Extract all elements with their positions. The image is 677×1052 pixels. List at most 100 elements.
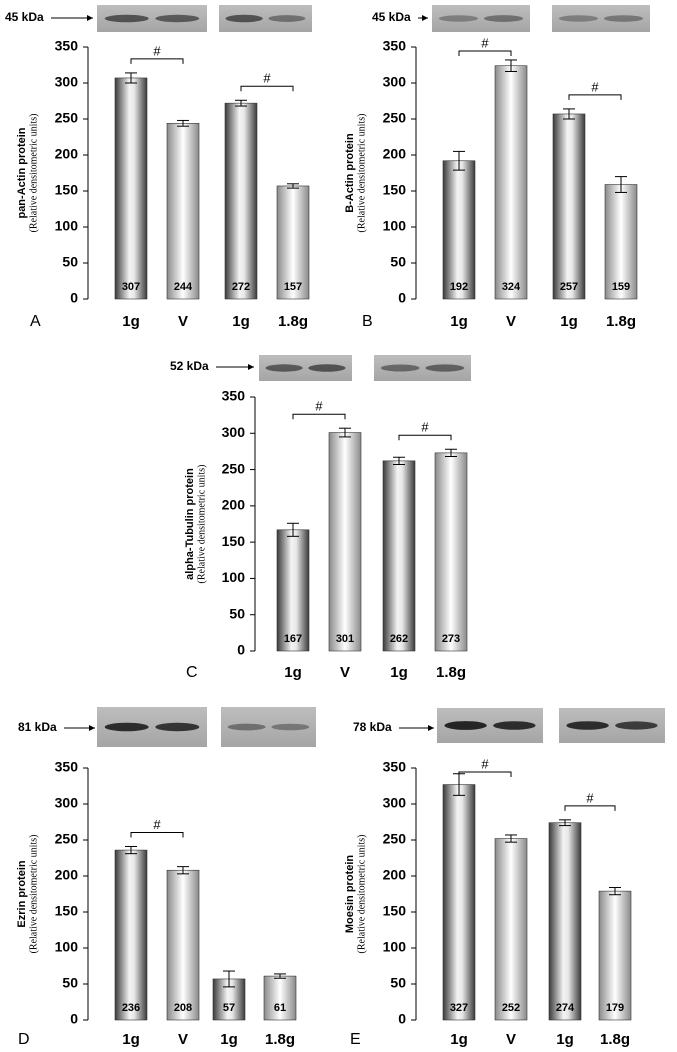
y-tick-label: 150 xyxy=(222,533,246,549)
panel: 52 kDa 0 50 100 150 200 250 300 350 alpha-Tubulin… xyxy=(170,355,471,681)
x-tick-label: 1.8g xyxy=(606,313,636,330)
bar xyxy=(224,102,258,300)
blot-band xyxy=(444,721,487,730)
y-tick-label: 300 xyxy=(55,74,79,90)
value-label: 273 xyxy=(442,633,460,645)
y-axis-label: Ezrin protein xyxy=(16,860,28,928)
bracket xyxy=(564,805,616,811)
blot-band xyxy=(104,722,149,732)
bar xyxy=(434,452,468,652)
x-tick-label: 1g xyxy=(390,664,408,681)
blot-band xyxy=(104,14,149,23)
bar xyxy=(114,849,148,1021)
panel: 81 kDa 0 50 100 150 200 250 300 350 Ezrin protein… xyxy=(16,707,316,1048)
bracket xyxy=(130,58,184,64)
error-bar xyxy=(235,99,247,107)
bracket xyxy=(130,831,184,838)
blot-band xyxy=(425,364,465,372)
x-tick-label: V xyxy=(506,1031,516,1048)
y-tick-label: 100 xyxy=(55,939,79,955)
blot-band xyxy=(268,15,306,22)
value-label: 244 xyxy=(174,281,193,293)
y-tick-label: 0 xyxy=(398,290,406,306)
x-tick-label: 1g xyxy=(560,313,578,330)
y-tick-label: 350 xyxy=(222,388,246,404)
bar xyxy=(552,113,586,300)
y-tick-label: 200 xyxy=(383,867,407,883)
blot-band xyxy=(308,364,346,372)
y-tick-label: 300 xyxy=(383,795,407,811)
x-tick-label: 1.8g xyxy=(265,1031,295,1048)
error-bar xyxy=(287,522,299,537)
value-label: 274 xyxy=(556,1002,575,1014)
blot-band xyxy=(380,364,420,372)
value-label: 208 xyxy=(174,1002,192,1014)
bar xyxy=(598,890,632,1021)
panel-letter: E xyxy=(350,1031,361,1048)
blot-band xyxy=(615,721,658,730)
x-tick-label: 1g xyxy=(450,313,468,330)
value-label: 167 xyxy=(284,633,302,645)
y-axis-label: pan-Actin protein xyxy=(16,127,28,218)
x-tick-label: 1g xyxy=(556,1031,574,1048)
bar xyxy=(328,432,362,652)
marker-label: 78 kDa xyxy=(353,720,392,734)
y-tick-label: 250 xyxy=(383,110,407,126)
y-tick-label: 0 xyxy=(237,642,245,658)
value-label: 159 xyxy=(612,281,630,293)
significance-mark: # xyxy=(315,399,323,414)
blot xyxy=(432,5,530,32)
value-label: 192 xyxy=(450,281,468,293)
x-tick-label: 1.8g xyxy=(436,664,466,681)
arrow-head xyxy=(428,725,434,731)
value-label: 262 xyxy=(390,633,408,645)
blot-band xyxy=(558,15,599,22)
y-tick-label: 100 xyxy=(222,569,246,585)
panel-letter: D xyxy=(18,1031,30,1048)
y-axis-label: Moesin protein xyxy=(344,855,356,934)
bar xyxy=(166,869,200,1021)
error-bar xyxy=(505,834,517,843)
y-tick-label: 250 xyxy=(55,110,79,126)
blot-band xyxy=(493,721,536,730)
blot-band xyxy=(155,14,200,23)
bracket xyxy=(398,434,452,441)
y-axis-sublabel: (Relative densitometric units) xyxy=(28,114,39,233)
arrow-head xyxy=(422,15,428,21)
y-tick-label: 50 xyxy=(390,254,406,270)
y-tick-label: 150 xyxy=(55,182,79,198)
y-axis-sublabel: (Relative densitometric units) xyxy=(356,835,367,954)
x-tick-label: 1g xyxy=(122,1031,140,1048)
value-label: 157 xyxy=(284,281,302,293)
arrow-head xyxy=(248,364,254,370)
significance-mark: # xyxy=(421,420,429,435)
y-tick-label: 0 xyxy=(70,290,78,306)
error-bar xyxy=(505,59,517,72)
x-tick-label: 1g xyxy=(284,664,302,681)
y-tick-label: 150 xyxy=(55,903,79,919)
y-tick-label: 150 xyxy=(383,903,407,919)
significance-mark: # xyxy=(586,790,594,805)
bar xyxy=(494,838,528,1021)
bar xyxy=(114,77,148,300)
value-label: 272 xyxy=(232,281,250,293)
x-tick-label: 1g xyxy=(220,1031,238,1048)
marker-label: 52 kDa xyxy=(170,359,209,373)
error-bar xyxy=(274,973,286,979)
bar xyxy=(442,784,476,1021)
bar xyxy=(442,160,476,300)
x-tick-label: V xyxy=(506,313,516,330)
blot-band xyxy=(483,15,524,22)
blot xyxy=(552,5,650,32)
y-tick-label: 200 xyxy=(55,146,79,162)
panel: 45 kDa 0 50 100 150 200 250 300 350 pan-Actin pro… xyxy=(5,5,312,330)
error-bar xyxy=(453,150,465,171)
significance-mark: # xyxy=(153,43,161,58)
bracket xyxy=(240,85,294,92)
blot-band xyxy=(566,721,609,730)
y-tick-label: 250 xyxy=(222,460,246,476)
value-label: 252 xyxy=(502,1002,520,1014)
value-label: 179 xyxy=(606,1002,624,1014)
error-bar xyxy=(609,887,621,896)
